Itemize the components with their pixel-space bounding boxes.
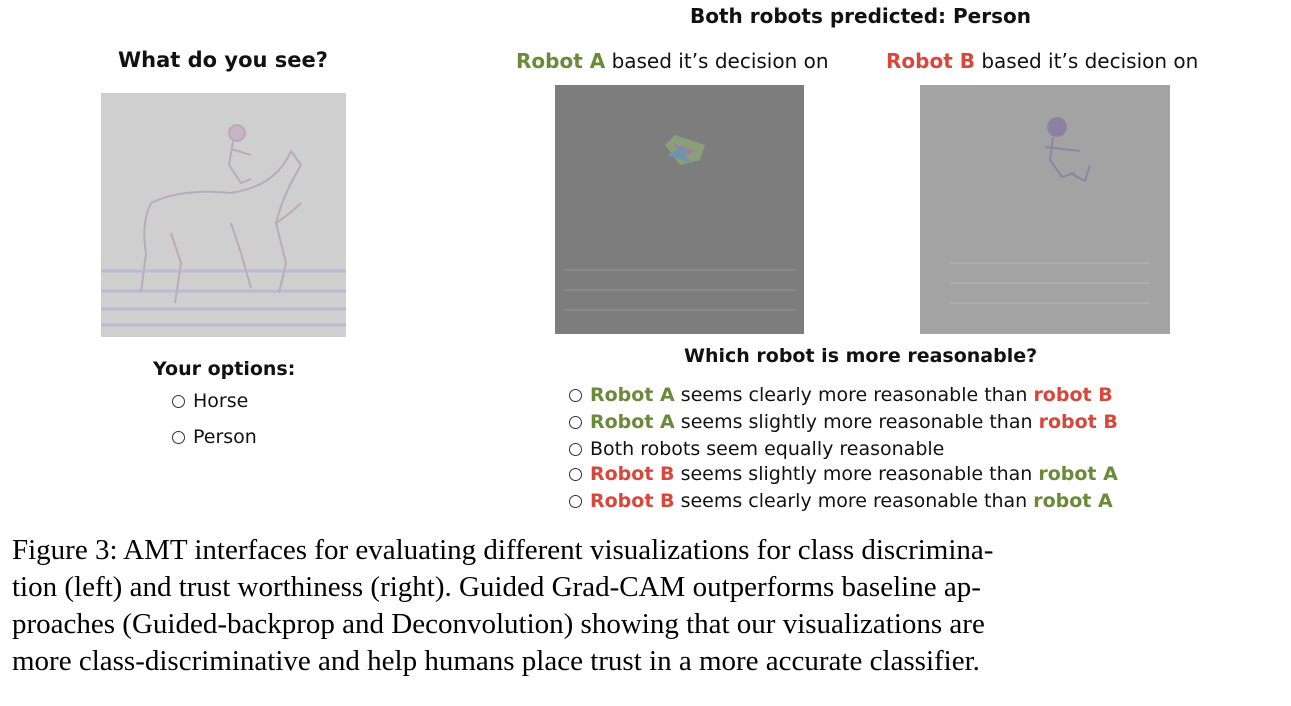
robot-b-label: Robot B [886,49,975,73]
left-question: What do you see? [118,48,328,72]
right-question: Which robot is more reasonable? [684,345,1038,367]
option-b-clearly-better[interactable]: Robot B seems clearly more reasonable th… [569,490,1113,512]
robot-b-visualization [920,85,1170,334]
option-a-slightly-better[interactable]: Robot A seems slightly more reasonable t… [569,411,1118,433]
radio-button-icon[interactable] [569,494,582,508]
option-middle-text: seems clearly more reasonable than [680,490,1028,512]
caption-line: proaches (Guided-backprop and Deconvolut… [12,608,985,640]
figure-caption: Figure 3: AMT interfaces for evaluating … [12,532,1280,680]
robot-b-caption-suffix: based it’s decision on [981,49,1199,73]
guided-backprop-image [101,93,346,337]
option-label: Person [193,426,257,448]
option-last-robot: robot B [1033,384,1113,406]
radio-button-icon[interactable] [172,430,185,444]
robot-b-caption: Robot B based it’s decision on [886,49,1198,73]
option-middle-text: Both robots seem equally reasonable [590,438,945,460]
right-title: Both robots predicted: Person [690,4,1031,28]
robot-a-caption-suffix: based it’s decision on [611,49,829,73]
left-options-title: Your options: [153,358,296,380]
radio-button-icon[interactable] [569,467,582,481]
option-last-robot: robot A [1038,463,1118,485]
option-person[interactable]: Person [172,426,257,448]
option-middle-text: seems slightly more reasonable than [680,411,1033,433]
robot-a-visualization [555,85,804,334]
caption-line: more class-discriminative and help human… [12,645,980,677]
option-first-robot: Robot B [590,490,675,512]
option-label: Horse [193,390,249,412]
option-middle-text: seems clearly more reasonable than [680,384,1028,406]
option-equal[interactable]: Both robots seem equally reasonable [569,438,944,460]
robot-a-label: Robot A [516,49,606,73]
option-horse[interactable]: Horse [172,390,248,412]
option-a-clearly-better[interactable]: Robot A seems clearly more reasonable th… [569,384,1113,406]
option-first-robot: Robot B [590,463,675,485]
radio-button-icon[interactable] [569,442,582,456]
option-first-robot: Robot A [590,411,675,433]
option-last-robot: robot B [1038,411,1118,433]
caption-line: Figure 3: AMT interfaces for evaluating … [12,534,994,566]
option-last-robot: robot A [1033,490,1113,512]
radio-button-icon[interactable] [172,394,185,408]
radio-button-icon[interactable] [569,388,582,402]
caption-line: tion (left) and trust worthiness (right)… [12,571,981,603]
option-b-slightly-better[interactable]: Robot B seems slightly more reasonable t… [569,463,1118,485]
radio-button-icon[interactable] [569,415,582,429]
option-first-robot: Robot A [590,384,675,406]
option-middle-text: seems slightly more reasonable than [680,463,1033,485]
robot-a-caption: Robot A based it’s decision on [516,49,829,73]
